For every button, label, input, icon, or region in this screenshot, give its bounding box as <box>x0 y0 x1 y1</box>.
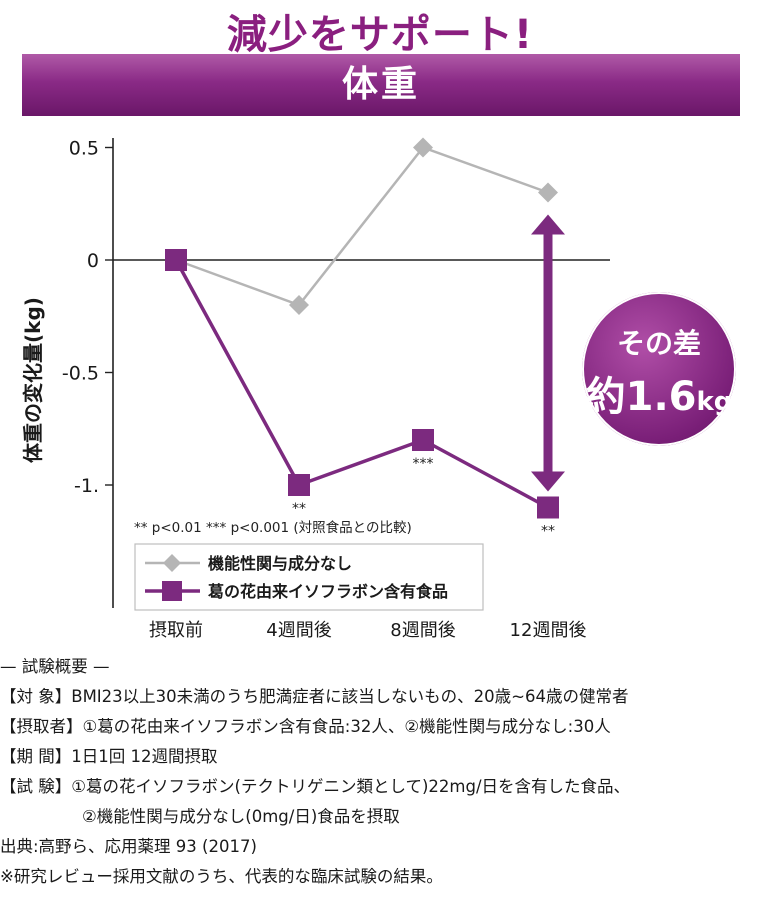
headline: 減少をサポート! <box>226 12 534 58</box>
difference-badge: その差 約1.6kg <box>582 292 736 446</box>
summary-test1: 【試 験】①葛の花イソフラボン(テクトリゲニン類として)22mg/日を含有した食… <box>0 777 631 796</box>
summary-period: 【期 間】1日1回 12週間摂取 <box>0 747 218 766</box>
badge-line1: その差 <box>616 327 701 360</box>
banner-title: 体重 <box>341 64 420 105</box>
summary-heading: — 試験概要 — <box>0 657 110 676</box>
badge-value: 1.6 <box>625 374 697 420</box>
series-isoflavone-line <box>174 259 549 510</box>
x-tick-label: 4週間後 <box>266 620 331 641</box>
isoflavone-point <box>412 429 434 451</box>
weight-change-chart: 0.50-0.5-1.体重の変化量(kg)摂取前 4週間後 8週間後 12週間後***… <box>21 137 610 641</box>
summary-groups: 【摂取者】①葛の花由来イソフラボン含有食品:32人、②機能性関与成分なし:30人 <box>0 717 611 736</box>
legend-isoflavone-label: 葛の花由来イソフラボン含有食品 <box>208 582 448 601</box>
y-tick-label: 0.5 <box>69 138 99 160</box>
badge-prefix: 約 <box>585 374 626 420</box>
control-point <box>538 182 558 203</box>
legend-control-label: 機能性関与成分なし <box>208 554 352 573</box>
legend-control-marker <box>163 554 181 572</box>
isoflavone-point <box>537 496 559 519</box>
significance-footnote: ** p<0.01 *** p<0.001 (対照食品との比較) <box>134 519 412 536</box>
legend-isoflavone-marker <box>162 581 182 601</box>
control-point <box>413 137 433 158</box>
significance-mark: ** <box>541 524 555 540</box>
summary-target: 【対 象】BMI23以上30未満のうち肥満症者に該当しないもの、20歳~64歳の… <box>0 687 629 706</box>
summary-note: ※研究レビュー採用文献のうち、代表的な臨床試験の結果。 <box>0 867 443 886</box>
significance-mark: ** <box>292 501 306 517</box>
significance-mark: *** <box>413 456 434 472</box>
isoflavone-point <box>288 474 310 496</box>
summary-source: 出典:高野ら、応用薬理 93 (2017) <box>0 837 257 856</box>
title-banner: 体重 <box>22 54 740 116</box>
legend-box <box>134 543 484 611</box>
summary-test2: ②機能性関与成分なし(0mg/日)食品を摂取 <box>82 807 400 826</box>
series-control-line <box>175 146 549 307</box>
y-axis-label: 体重の変化量(kg) <box>21 297 45 463</box>
difference-arrow-head-up <box>531 214 565 235</box>
badge-unit: kg <box>696 387 733 417</box>
x-tick-label: 摂取前 <box>149 620 203 641</box>
y-tick-label: -1. <box>74 475 99 497</box>
y-tick-label: 0 <box>87 250 99 272</box>
isoflavone-point <box>165 249 187 271</box>
badge-line2: 約1.6kg <box>582 364 736 422</box>
y-tick-label: -0.5 <box>62 363 99 385</box>
x-tick-label: 8週間後 <box>390 620 455 641</box>
control-point <box>289 295 309 315</box>
difference-arrow-head-down <box>531 471 565 492</box>
study-summary: — 試験概要 — 【対 象】BMI23以上30未満のうち肥満症者に該当しないもの… <box>0 652 760 892</box>
x-tick-label: 12週間後 <box>510 620 587 641</box>
